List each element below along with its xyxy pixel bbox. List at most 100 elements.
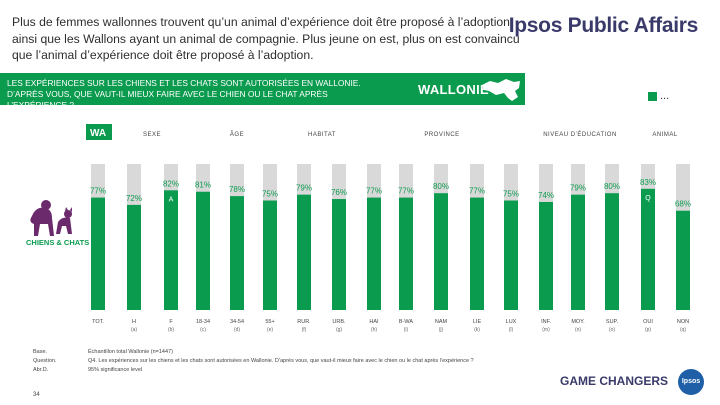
- footer-notes: Échantillon total Wallonie (n=1447) Q4. …: [88, 348, 474, 375]
- category-base: (q): [680, 327, 686, 333]
- bar: [367, 197, 381, 310]
- bar: [676, 210, 690, 310]
- data-label: 79%: [296, 184, 312, 193]
- category-label: MOY.: [571, 319, 585, 325]
- data-label: 83%: [640, 178, 656, 187]
- brand-logo: Ipsos Public Affairs: [508, 14, 699, 37]
- category-base: (l): [509, 327, 514, 333]
- pets-label: CHIENS & CHATS: [26, 238, 90, 247]
- category-label: B-WA: [399, 319, 413, 325]
- data-label: 75%: [503, 190, 519, 199]
- data-label: 75%: [262, 190, 278, 199]
- data-label: 74%: [538, 191, 554, 200]
- data-label: 82%: [163, 179, 179, 188]
- category-base: (h): [371, 327, 377, 333]
- wallonia-map-icon: [482, 79, 520, 101]
- region-label: WALLONIE: [418, 82, 490, 97]
- category-label: HAI: [369, 319, 379, 325]
- category-base: (j): [439, 327, 444, 333]
- group-header: HABITAT: [308, 132, 336, 138]
- group-header: ÂGE: [230, 131, 244, 138]
- category-label: URB.: [332, 319, 346, 325]
- bar: [434, 193, 448, 310]
- category-label: INF.: [541, 319, 551, 325]
- group-header: PROVINCE: [424, 132, 459, 138]
- data-label: 76%: [331, 188, 347, 197]
- bar: [164, 190, 178, 310]
- category-label: F: [169, 319, 173, 325]
- bar: [641, 188, 655, 310]
- category-base: (d): [234, 327, 240, 333]
- data-label: 78%: [229, 185, 245, 194]
- bar: [539, 201, 553, 310]
- page-number: 34: [33, 392, 40, 398]
- data-label: 80%: [604, 182, 620, 191]
- bar: [297, 194, 311, 310]
- data-label: 77%: [398, 187, 414, 196]
- category-base: (m): [542, 327, 550, 333]
- footer-question-label: Question.: [33, 358, 57, 364]
- category-base: (a): [131, 327, 137, 333]
- bar: [332, 199, 346, 310]
- significance-letter: A: [169, 196, 174, 203]
- category-base: (f): [302, 327, 307, 333]
- footer-significance: 95% significance level: [88, 367, 143, 373]
- bar: [470, 197, 484, 310]
- category-base: (o): [609, 327, 615, 333]
- bar: [571, 194, 585, 310]
- ipsos-logo: Ipsos: [678, 369, 704, 395]
- footer-question: Q4. Les expériences sur les chiens et le…: [88, 358, 474, 364]
- group-header: ANIMAL: [652, 132, 678, 138]
- category-label: LIE: [473, 319, 482, 325]
- legend-label: ...: [660, 90, 670, 102]
- category-label: 34-54: [230, 319, 244, 325]
- bar: [605, 193, 619, 310]
- category-base: (i): [404, 327, 409, 333]
- category-label: LUX: [506, 319, 517, 325]
- category-label: 55+: [265, 319, 274, 325]
- data-label: 79%: [570, 184, 586, 193]
- significance-letter: Q: [645, 195, 651, 202]
- pets-icon: [30, 200, 72, 236]
- category-label: NON: [677, 319, 689, 325]
- category-label: 18-34: [196, 319, 210, 325]
- data-label: 77%: [469, 187, 485, 196]
- data-label: 72%: [126, 194, 142, 203]
- category-base: (k): [474, 327, 480, 333]
- category-base: (g): [336, 327, 342, 333]
- bar: [127, 204, 141, 310]
- group-header: NIVEAU D’ÉDUCATION: [543, 131, 617, 138]
- data-label: 68%: [675, 200, 691, 209]
- bar: [196, 191, 210, 310]
- category-label: OUI: [643, 319, 653, 325]
- category-base: (n): [575, 327, 581, 333]
- category-label: RUR.: [297, 319, 311, 325]
- group-header: SEXE: [143, 132, 161, 138]
- category-label: H: [132, 319, 136, 325]
- question-banner: [0, 73, 525, 105]
- data-label: 77%: [90, 187, 106, 196]
- bar: [504, 200, 518, 310]
- bar: [230, 196, 244, 310]
- bar: [399, 197, 413, 310]
- data-label: 77%: [366, 187, 382, 196]
- footer-base-label: Base.: [33, 349, 48, 355]
- category-label: NAM: [435, 319, 448, 325]
- data-label: 80%: [433, 182, 449, 191]
- group-header-bg: [86, 124, 112, 140]
- category-base: (b): [168, 327, 174, 333]
- bar: [91, 197, 105, 310]
- footer-base: Échantillon total Wallonie (n=1447): [88, 349, 173, 355]
- group-header: WA: [90, 128, 106, 139]
- data-label: 81%: [195, 181, 211, 190]
- category-base: (e): [267, 327, 273, 333]
- category-label: TOT.: [92, 319, 104, 325]
- footer-abbr-label: Abr.D.: [33, 367, 49, 373]
- legend-swatch: [648, 92, 657, 101]
- page-title: Plus de femmes wallonnes trouvent qu’un …: [12, 15, 520, 62]
- category-base: (p): [645, 327, 651, 333]
- question-text: LES EXPÉRIENCES SUR LES CHIENS ET LES CH…: [7, 78, 361, 110]
- footer-labels: Base. Question. Abr.D.: [33, 348, 57, 375]
- category-label: SUP.: [606, 319, 619, 325]
